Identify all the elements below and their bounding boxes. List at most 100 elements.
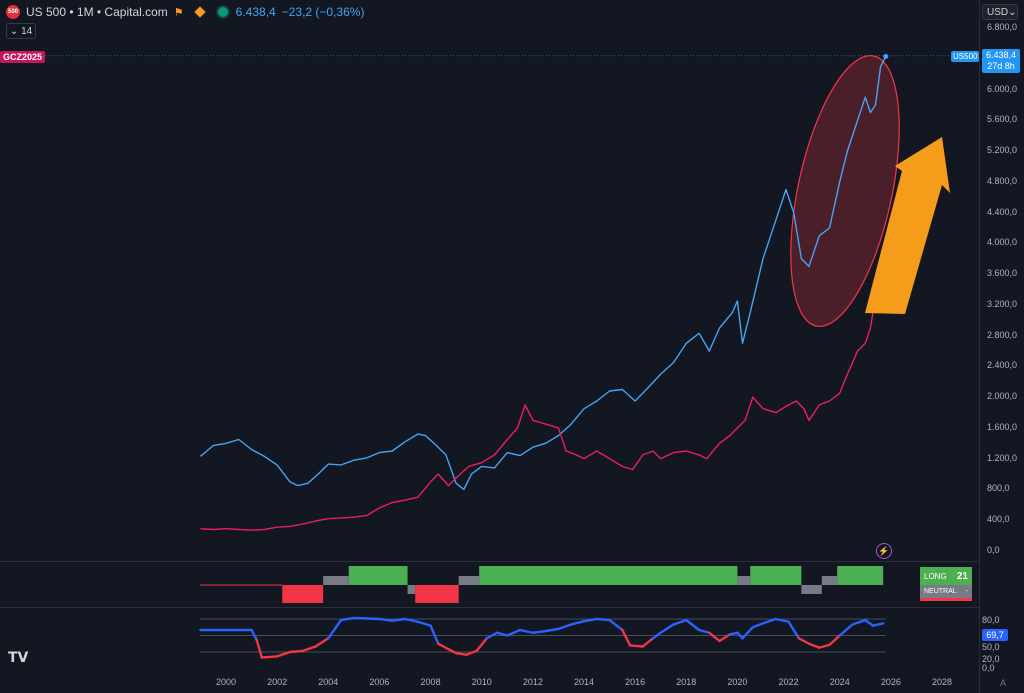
series-line-gcz2025 [200,281,887,531]
osc-segment [736,631,744,640]
osc-segment [807,642,821,649]
tradingview-logo-icon[interactable]: TV [8,650,29,666]
osc-current-value: 69,7 [982,629,1008,641]
osc-segment [475,637,489,653]
y-tick-label: 5.200,0 [987,145,1018,156]
osc-level-50: 50,0 [982,642,1000,652]
osc-segment [485,631,499,640]
signal-bar [479,566,738,585]
signal-bar [750,566,802,585]
osc-segment [544,627,560,633]
x-tick-label: 2004 [318,677,339,687]
y-tick-label: 2.400,0 [987,360,1018,371]
x-tick-label: 2020 [727,677,748,687]
x-tick-label: 2014 [573,677,595,687]
signal-bar [837,566,884,585]
neutral-signal-box: NEUTRAL - [920,585,972,601]
x-tick-label: 2028 [931,677,953,687]
symbol-title[interactable]: US 500 • 1M • Capital.com [26,5,168,19]
x-tick-label: 2010 [471,677,492,687]
market-status-icon [215,5,230,19]
osc-segment [250,628,258,642]
osc-segment [838,623,854,637]
osc-segment [531,629,547,634]
osc-segment [447,648,458,655]
osc-segment [728,631,739,636]
osc-segment [582,617,598,623]
osc-segment [828,634,841,647]
price-change: −23,2 (−0,36%) [281,5,365,19]
x-tick-label: 2022 [778,677,799,687]
signal-bar [801,585,822,594]
y-tick-label: 6.000,0 [987,83,1018,94]
y-tick-label: 1.200,0 [987,452,1018,463]
osc-segment [595,617,611,622]
osc-segment [339,616,356,622]
pane-divider[interactable] [0,561,979,562]
y-axis-divider [979,0,980,693]
x-tick-label: 2000 [215,677,237,687]
y-tick-label: 2.000,0 [987,391,1018,402]
price-tag-countdown: 27d 8h [987,61,1015,71]
osc-segment [506,628,522,637]
osc-segment [751,622,765,629]
x-tick-label: 2012 [522,677,543,687]
last-price: 6.438,4 [235,5,276,19]
x-tick-label: 2006 [369,677,390,687]
osc-segment [685,618,701,632]
osc-segment [518,628,535,634]
up-arrow [865,137,950,314]
x-tick-label: 2018 [676,677,697,687]
y-tick-label: 3.600,0 [987,268,1018,279]
diamond-icon [194,6,206,18]
osc-segment [774,617,790,623]
osc-segment [557,623,573,631]
osc-segment [403,617,419,623]
compare-symbol-label[interactable]: GCZ2025 [0,51,46,63]
x-tick-label: 2016 [625,677,646,687]
osc-segment [465,649,478,656]
osc-segment [288,649,304,654]
osc-segment [352,616,381,621]
osc-segment [495,631,509,637]
osc-segment [761,617,777,625]
osc-segment [871,622,885,627]
indicator-collapse-button[interactable]: ⌄ 14 [6,23,36,39]
osc-segment [718,633,731,643]
osc-segment [314,637,330,648]
osc-segment [628,644,645,648]
highlight-ellipse [790,55,900,327]
osc-segment [437,642,450,651]
currency-select[interactable]: USD ⌄ [982,4,1018,20]
signal-bar [282,585,324,603]
long-label: LONG [924,571,947,581]
osc-segment [741,626,754,640]
long-count: 21 [956,570,968,582]
signal-bar [415,585,459,603]
osc-segment [570,620,586,626]
x-tick-label: 2026 [880,677,901,687]
y-tick-label: 1.600,0 [987,421,1018,432]
y-tick-label: 800,0 [987,483,1010,494]
flag-icon[interactable]: ⚑ [173,6,184,19]
last-point-us500 [883,53,889,59]
y-tick-label: 400,0 [987,514,1010,525]
osc-segment [697,628,711,634]
y-tick-label: 4.800,0 [987,175,1018,186]
symbol-logo-icon: 500 [6,5,20,19]
osc-level-0: 0,0 [982,663,995,673]
x-tick-label: 2008 [420,677,441,687]
series-tag-us500: US500 [951,51,980,62]
osc-segment [301,645,317,653]
osc-segment [672,618,688,626]
y-tick-label: 3.200,0 [987,298,1018,309]
osc-segment [651,631,662,640]
series-line-us500 [199,56,887,491]
osc-segment [864,618,875,627]
lightning-icon[interactable]: ⚡ [876,543,892,559]
pane-divider[interactable] [0,607,979,608]
indicator-count: 14 [21,25,33,37]
auto-scale-button[interactable]: A [1000,678,1007,688]
x-tick-label: 2002 [267,677,288,687]
